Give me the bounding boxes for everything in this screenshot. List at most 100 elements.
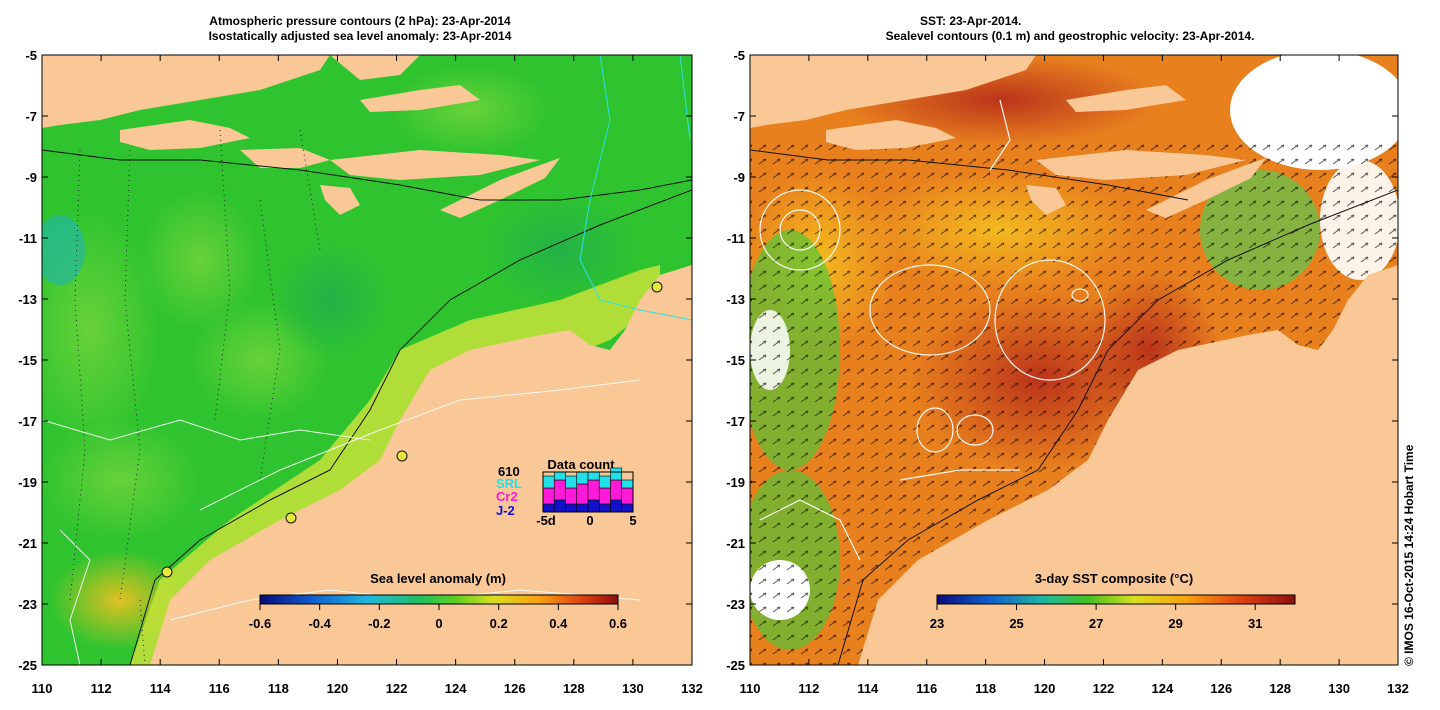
right-lat-tick-label: -23 bbox=[726, 597, 745, 612]
left-lon-tick-label: 132 bbox=[681, 681, 703, 696]
data-count-bar-sat3 bbox=[598, 503, 611, 513]
left-colorbar-tick: 0.2 bbox=[490, 616, 508, 631]
left-flores-land bbox=[330, 150, 540, 180]
right-colorbar-tick: 25 bbox=[1009, 616, 1023, 631]
data-count-bar-sat1 bbox=[576, 471, 589, 485]
left-lon-tick-label: 112 bbox=[91, 681, 112, 696]
right-colorbar-tick: 29 bbox=[1168, 616, 1182, 631]
left-lat-tick-label: -19 bbox=[18, 475, 37, 490]
right-panel-title: SST: 23-Apr-2014. Sealevel contours (0.1… bbox=[790, 14, 1350, 44]
right-lon-tick-label: 114 bbox=[857, 681, 879, 696]
left-colorbar-tick: 0.4 bbox=[549, 616, 568, 631]
data-count-bar-sat1 bbox=[610, 467, 623, 481]
left-java-land bbox=[42, 55, 330, 128]
data-count-bar-sat1 bbox=[553, 471, 566, 481]
left-lon-tick-label: 124 bbox=[445, 681, 467, 696]
left-lon-tick-label: 130 bbox=[622, 681, 644, 696]
right-lon-tick-label: 116 bbox=[916, 681, 937, 696]
left-colorbar-tick: -0.6 bbox=[249, 616, 271, 631]
right-title-line2: Sealevel contours (0.1 m) and geostrophi… bbox=[885, 29, 1255, 43]
right-title-line1: SST: 23-Apr-2014. bbox=[920, 14, 1022, 28]
left-australia-land bbox=[150, 265, 692, 665]
right-colorbar-tick: 31 bbox=[1248, 616, 1262, 631]
data-count-bar-sat3 bbox=[553, 499, 566, 513]
data-count-inset: Data count 610 SRL Cr2 J-2 -5d 0 5 bbox=[496, 457, 637, 528]
data-count-sat1: SRL bbox=[496, 476, 522, 491]
left-lat-tick-label: -15 bbox=[18, 353, 37, 368]
data-count-bar-sat2 bbox=[553, 479, 566, 501]
right-lon-tick-label: 124 bbox=[1152, 681, 1174, 696]
left-title-line1: Atmospheric pressure contours (2 hPa): 2… bbox=[209, 14, 511, 28]
data-count-bar-sat3 bbox=[610, 499, 623, 513]
data-count-title: Data count bbox=[547, 457, 615, 472]
right-lon-tick-label: 122 bbox=[1093, 681, 1115, 696]
right-lon-tick-label: 128 bbox=[1269, 681, 1291, 696]
left-sumba-land bbox=[320, 185, 360, 215]
right-lon-tick-label: 110 bbox=[740, 681, 761, 696]
data-count-bar-sat2 bbox=[610, 479, 623, 501]
data-count-bar-sat2 bbox=[598, 487, 611, 505]
data-count-sat2: Cr2 bbox=[496, 489, 518, 504]
right-lon-tick-label: 130 bbox=[1328, 681, 1350, 696]
right-lon-tick-label: 118 bbox=[975, 681, 996, 696]
left-lon-tick-label: 120 bbox=[327, 681, 349, 696]
left-colorbar-tick: 0.6 bbox=[609, 616, 627, 631]
left-map bbox=[42, 55, 692, 665]
left-lat-tick-label: -5 bbox=[25, 48, 37, 63]
left-lon-tick-label: 126 bbox=[504, 681, 526, 696]
left-lon-tick-label: 116 bbox=[209, 681, 230, 696]
right-lat-tick-label: -11 bbox=[727, 231, 745, 246]
data-count-bar-sat2 bbox=[542, 487, 555, 505]
left-panel-title: Atmospheric pressure contours (2 hPa): 2… bbox=[170, 14, 550, 44]
right-lon-tick-label: 126 bbox=[1210, 681, 1232, 696]
left-lat-tick-label: -13 bbox=[18, 292, 37, 307]
right-lat-tick-label: -21 bbox=[726, 536, 745, 551]
data-count-bar-sat2 bbox=[587, 479, 600, 501]
data-count-bar-sat3 bbox=[576, 503, 589, 513]
right-axes: 110 112 114 116 118 120 122 124 126 128 130 132 -5 -7… bbox=[726, 48, 1409, 696]
data-count-bar-sat2 bbox=[576, 483, 589, 505]
right-lat-tick-label: -17 bbox=[726, 414, 745, 429]
left-colorbar: Sea level anomaly (m) -0.6 -0.4 -0.2 0 0.2 0.… bbox=[249, 571, 627, 631]
right-colorbar-bar bbox=[936, 594, 1296, 605]
left-lon-tick-label: 122 bbox=[386, 681, 408, 696]
right-lat-tick-label: -19 bbox=[726, 475, 745, 490]
data-count-axis-max: 5 bbox=[629, 513, 636, 528]
right-map bbox=[750, 55, 1398, 665]
right-lat-tick-label: -13 bbox=[726, 292, 745, 307]
data-count-axis-mid: 0 bbox=[586, 513, 593, 528]
right-lat-tick-label: -5 bbox=[733, 48, 745, 63]
right-lat-tick-label: -15 bbox=[726, 353, 745, 368]
left-colorbar-tick: -0.2 bbox=[368, 616, 390, 631]
credit-text: © IMOS 16-Oct-2015 14:24 Hobart Time bbox=[1402, 444, 1416, 666]
data-count-bar-sat3 bbox=[587, 499, 600, 513]
left-lat-tick-label: -9 bbox=[25, 170, 37, 185]
left-lat-tick-label: -11 bbox=[19, 231, 37, 246]
right-lon-tick-label: 132 bbox=[1387, 681, 1409, 696]
left-lat-tick-label: -17 bbox=[18, 414, 37, 429]
data-count-bar-sat3 bbox=[565, 503, 578, 513]
left-lon-tick-label: 118 bbox=[268, 681, 289, 696]
right-lat-tick-label: -9 bbox=[733, 170, 745, 185]
data-count-bar-sat2 bbox=[621, 487, 634, 505]
left-lat-tick-label: -21 bbox=[18, 536, 37, 551]
right-lon-tick-label: 120 bbox=[1034, 681, 1056, 696]
right-lon-tick-label: 112 bbox=[798, 681, 819, 696]
data-count-sat3: J-2 bbox=[496, 503, 515, 518]
data-count-bar-sat1 bbox=[621, 479, 634, 489]
left-axes: 110 112 114 116 118 120 122 124 126 128 130 132 -5 -7… bbox=[18, 48, 703, 696]
left-lat-tick-label: -7 bbox=[25, 109, 37, 124]
right-lat-tick-label: -7 bbox=[733, 109, 745, 124]
right-colorbar: 3-day SST composite (°C) 23 25 27 29 31 bbox=[930, 571, 1296, 631]
left-timor-land bbox=[440, 158, 560, 218]
right-colorbar-tick: 27 bbox=[1089, 616, 1103, 631]
left-lat-tick-label: -23 bbox=[18, 597, 37, 612]
left-lon-tick-label: 114 bbox=[150, 681, 172, 696]
data-count-bar-sat1 bbox=[598, 475, 611, 489]
left-colorbar-tick: 0 bbox=[435, 616, 442, 631]
data-count-bar-sat1 bbox=[542, 475, 555, 489]
left-lon-tick-label: 128 bbox=[563, 681, 585, 696]
right-colorbar-tick: 23 bbox=[930, 616, 944, 631]
data-count-bar-sat1 bbox=[565, 475, 578, 489]
